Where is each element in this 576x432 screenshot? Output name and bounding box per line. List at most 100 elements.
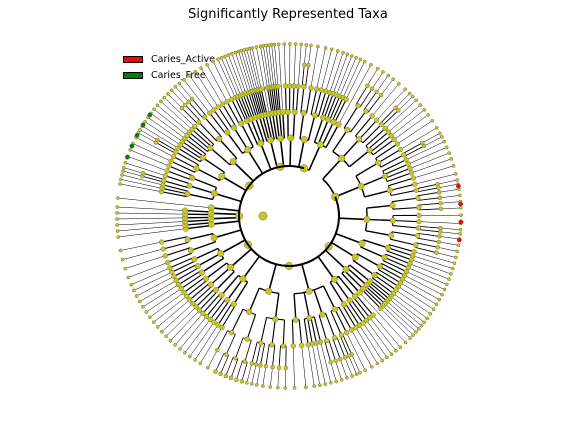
leaf-node [155,325,160,329]
clade-node [283,365,288,371]
clade-node [332,335,338,341]
clade-node [193,304,199,310]
leaf-branch [350,299,392,355]
branch [300,86,305,113]
clade-node [199,154,206,161]
leaf-node [369,364,374,369]
branch [338,217,367,221]
leaf-node [198,361,203,366]
leaf-node [152,107,156,112]
clade-node [269,342,275,348]
clade-node [412,181,418,187]
clade-node [161,178,167,184]
leaf-branch [157,105,210,150]
branch [392,206,419,210]
legend-label-caries-active: Caries_Active [151,53,215,65]
clade-node [162,253,168,259]
clade-node [196,119,202,125]
branch [232,160,254,182]
caries-active-node [456,237,462,243]
branch [235,337,244,359]
clade-node [173,149,179,155]
leaf-node [403,87,408,91]
branch [363,239,389,249]
clade-node [287,83,293,89]
leaf-branch [184,298,227,353]
leaf-branch [231,53,255,118]
leaf-node [282,42,287,46]
leaf-node [137,299,142,304]
leaf-node [118,182,122,186]
leaf-node [456,243,461,248]
branch [307,115,316,141]
leaf-node [182,350,187,355]
leaf-node [440,292,444,297]
leaf-node [268,385,273,389]
clade-node [210,234,218,242]
leaf-node [394,348,398,353]
leaf-branch [149,276,206,318]
clade-node [388,232,395,239]
leaf-branch [221,57,249,121]
leaf-branch [139,267,199,302]
leaf-branch [249,48,266,115]
branch [214,192,242,203]
leaf-branch [189,75,230,132]
clade-node [314,86,320,92]
clade-node [437,195,443,201]
leaf-node [230,51,234,56]
branch [349,264,371,282]
branch [233,127,249,151]
leaf-branch [131,257,194,285]
clade-node [438,206,443,212]
branch [250,118,262,144]
leaf-node [254,45,259,49]
leaf-node [328,380,333,385]
leaf-node [323,46,328,50]
clade-node [381,254,388,261]
leaf-node [275,385,280,390]
branch [198,121,218,142]
clade-node [295,83,301,89]
branch [209,147,231,166]
clade-node [162,173,169,179]
clade-node [344,126,351,133]
leaf-branch [362,289,411,339]
leaf-branch [116,212,212,215]
clade-node [318,339,324,345]
leaf-node [155,103,160,108]
leaf-node [422,108,427,112]
clade-node [375,159,382,166]
leaf-node [151,320,156,325]
leaf-node [430,119,435,123]
branch [190,241,216,252]
leaf-branch [314,316,332,383]
branch [210,212,240,216]
leaf-branch [372,114,429,156]
branch [322,157,343,180]
leaf-node [120,257,125,262]
leaf-node [439,135,444,139]
clade-node [434,250,439,255]
leaf-node [389,352,394,357]
branch [210,216,240,220]
clade-node [279,109,286,116]
leaf-node [309,43,313,48]
leaf-node [339,377,344,382]
leaf-branch [127,156,192,181]
leaf-node [205,63,209,67]
clade-node [409,170,415,176]
leaf-branch [161,285,213,332]
branch [221,274,239,296]
leaf-branch [318,50,338,117]
clade-node [166,163,172,169]
branch [233,281,249,305]
clade-node [342,355,348,360]
clade-node [367,315,373,321]
clade-node [366,278,373,285]
clade-node [215,347,220,353]
leaf-node [458,206,463,210]
clade-node [207,110,213,116]
branch [191,177,217,189]
leaf-node [416,327,421,331]
